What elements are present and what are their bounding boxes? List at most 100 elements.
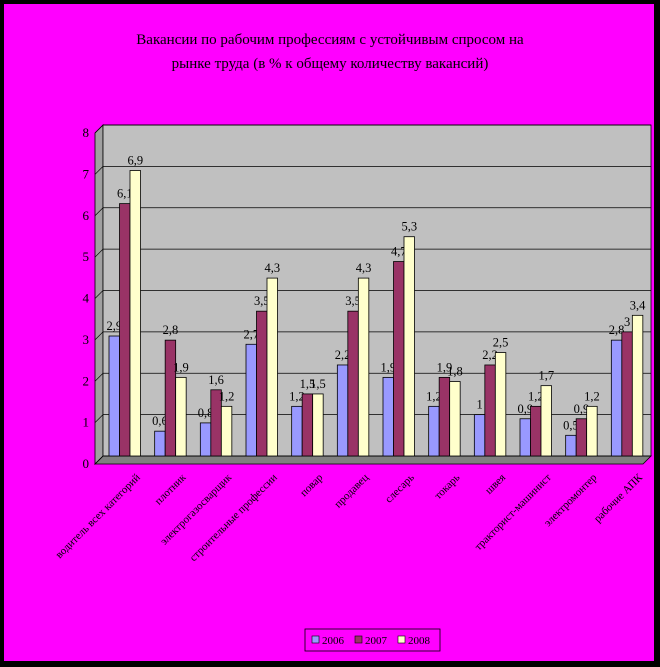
data-label: 1,9 <box>380 360 396 374</box>
bar <box>357 277 370 457</box>
data-label: 2,2 <box>335 348 351 362</box>
x-tick-label: токарь <box>432 472 462 502</box>
bar <box>256 310 268 457</box>
data-label: 3,5 <box>254 294 270 308</box>
plot-floor <box>94 455 652 465</box>
gridline-side <box>94 331 104 341</box>
bar <box>473 414 486 457</box>
data-label: 1,8 <box>447 365 463 379</box>
y-tick-label: 3 <box>83 332 90 347</box>
chart-title: Вакансии по рабочим профессиям с устойчи… <box>60 28 600 76</box>
x-tick-label: плотник <box>153 471 189 507</box>
bar <box>301 393 314 457</box>
bar <box>438 376 451 457</box>
chart-title-line-1: Вакансии по рабочим профессиям с устойчи… <box>136 32 524 48</box>
y-tick-label: 1 <box>83 415 90 430</box>
bar <box>631 314 644 457</box>
data-label: 2,8 <box>609 323 625 337</box>
x-tick-label: рабочие АПК <box>592 471 646 525</box>
bar <box>484 364 496 457</box>
data-label: 5,3 <box>401 220 417 234</box>
data-label: 1,5 <box>300 377 316 391</box>
bar <box>586 405 598 457</box>
bar <box>540 385 552 457</box>
bar <box>382 376 394 457</box>
y-tick-label: 4 <box>83 291 90 306</box>
bar <box>494 352 507 457</box>
data-label: 1,6 <box>208 373 224 387</box>
bar <box>347 310 359 457</box>
y-tick-label: 6 <box>83 208 90 223</box>
data-label: 4,7 <box>391 245 407 259</box>
y-tick-label: 0 <box>83 456 90 471</box>
bar <box>621 331 633 457</box>
bar <box>245 343 257 457</box>
data-label: 1,2 <box>289 389 305 403</box>
bar <box>519 418 531 457</box>
bar <box>575 418 588 457</box>
data-label: 3,5 <box>345 294 361 308</box>
data-label: 0,9 <box>517 402 533 416</box>
bar <box>175 376 187 457</box>
bar <box>220 405 233 457</box>
x-tick-label: строительные профессии <box>187 472 279 564</box>
data-label: 0,8 <box>198 406 214 420</box>
gridline-side <box>94 248 104 258</box>
bar <box>129 170 141 457</box>
bar <box>312 393 324 457</box>
bar <box>565 434 577 457</box>
y-tick-label: 7 <box>83 166 90 181</box>
legend-label: 2007 <box>365 635 388 647</box>
data-label: 4,3 <box>356 261 372 275</box>
legend <box>304 628 441 652</box>
data-label: 3,4 <box>630 298 646 312</box>
data-label: 1,5 <box>310 377 326 391</box>
legend-label: 2006 <box>322 635 345 647</box>
gridline-side <box>94 207 104 216</box>
bar <box>108 335 120 457</box>
y-tick-label: 5 <box>83 249 90 264</box>
data-label: 1,2 <box>219 389 235 403</box>
bar <box>266 277 278 457</box>
bar <box>393 261 405 457</box>
legend-swatch <box>311 635 320 644</box>
data-label: 1 <box>476 398 482 412</box>
data-label: 0,5 <box>563 418 579 432</box>
x-tick-label: продавец <box>332 472 371 511</box>
data-label: 4,3 <box>264 261 280 275</box>
data-label: 0,9 <box>574 402 590 416</box>
bar <box>610 339 623 457</box>
x-tick-label: тракторист-машинист <box>472 472 553 553</box>
data-label: 1,2 <box>426 389 442 403</box>
bar <box>449 381 461 457</box>
data-label: 1,2 <box>584 389 600 403</box>
gridline-side <box>94 455 104 465</box>
bar <box>291 405 303 457</box>
x-tick-label: повар <box>298 471 326 499</box>
chart-title-line-2: рынке труда (в % к общему количеству вак… <box>171 56 489 72</box>
data-label: 2,9 <box>106 319 122 333</box>
bar <box>428 405 440 457</box>
gridline-side <box>94 373 104 382</box>
y-tick-label: 8 <box>83 125 90 140</box>
data-label: 2,7 <box>243 327 259 341</box>
bar <box>154 430 166 457</box>
data-label: 2,8 <box>163 323 179 337</box>
data-label: 6,1 <box>117 187 133 201</box>
data-label: 1,7 <box>538 369 554 383</box>
data-label: 3 <box>624 315 630 329</box>
x-tick-label: водитель всех категорий <box>53 472 142 561</box>
data-label: 2,2 <box>482 348 498 362</box>
data-label: 1,2 <box>528 389 544 403</box>
bar <box>403 236 415 457</box>
gridline-side <box>94 290 104 299</box>
data-label: 1,9 <box>173 360 189 374</box>
bar <box>199 422 212 457</box>
gridline-side <box>94 166 104 175</box>
legend-swatch <box>354 635 363 644</box>
legend-swatch <box>397 635 406 644</box>
gridline-side <box>94 414 104 423</box>
data-label: 0,6 <box>152 414 168 428</box>
x-tick-label: швея <box>483 472 508 497</box>
